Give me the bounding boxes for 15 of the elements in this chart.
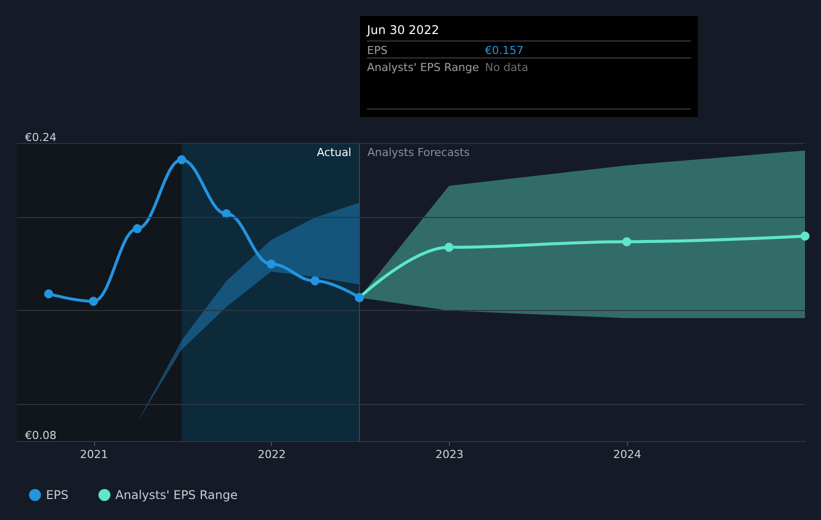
text: €0.157	[485, 44, 524, 57]
legend-label: EPS	[46, 488, 68, 502]
text: EPS	[367, 44, 388, 57]
x-tick-label: 2022	[258, 448, 286, 461]
x-tick-label: 2023	[435, 448, 464, 461]
text: No data	[485, 61, 528, 74]
text: Jun 30 2022	[366, 23, 440, 37]
annotation: Actual	[316, 146, 352, 159]
x-tick-label: 2024	[613, 448, 642, 461]
text: Analysts' EPS Range	[367, 61, 480, 74]
y-tick-label: €0.08	[25, 429, 56, 442]
annotation: Analysts Forecasts	[367, 146, 470, 159]
legend-label: Analysts' EPS Range	[115, 488, 238, 502]
y-tick-label: €0.24	[25, 131, 56, 144]
x-tick-label: 2021	[80, 448, 108, 461]
